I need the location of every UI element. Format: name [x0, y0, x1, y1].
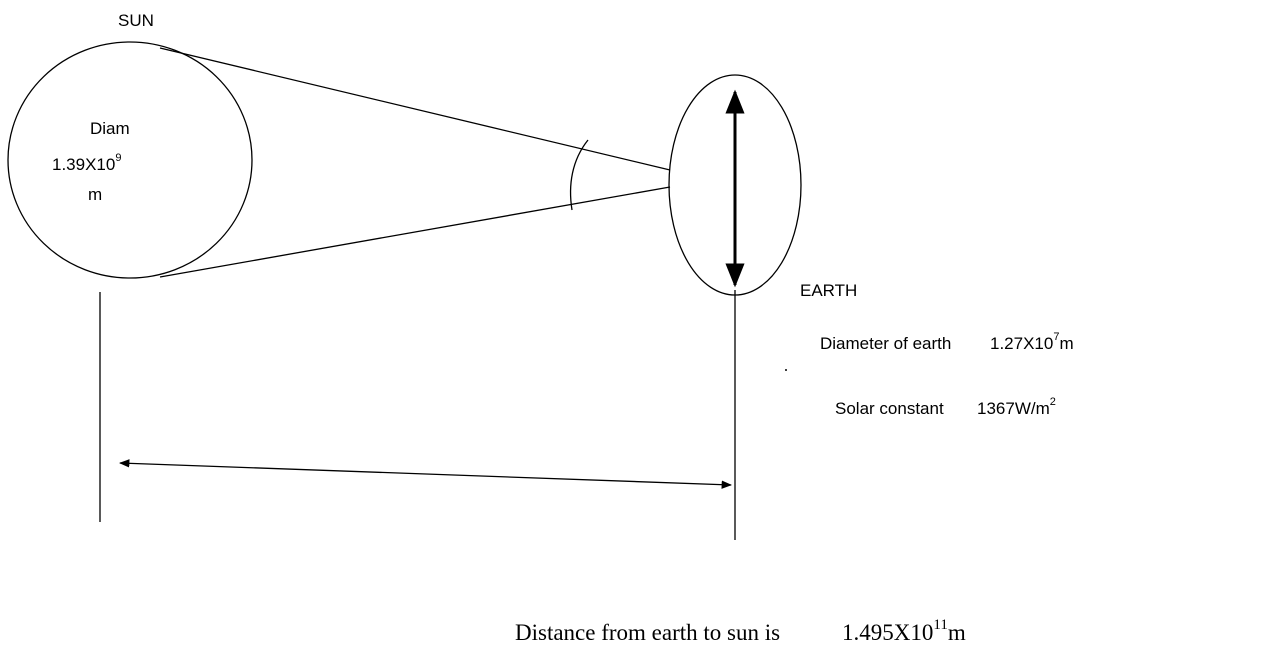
earth-label: EARTH: [800, 281, 857, 300]
sun-diameter-label: Diam: [90, 119, 130, 138]
exponent: 2: [1050, 396, 1056, 408]
base: 1.39X10: [52, 155, 115, 174]
exponent: 9: [115, 152, 121, 164]
sun-label: SUN: [118, 11, 154, 30]
exponent: 11: [933, 617, 947, 633]
unit: m: [948, 620, 966, 645]
base: 1.495X10: [842, 620, 933, 645]
distance-arrow: [118, 459, 733, 489]
exponent: 7: [1053, 331, 1059, 343]
dot: [785, 369, 787, 371]
sun-diameter-unit: m: [88, 185, 102, 204]
ray-top: [159, 47, 671, 171]
base: 1367W/m: [977, 399, 1050, 418]
unit: m: [1059, 334, 1073, 353]
base: 1.27X10: [990, 334, 1053, 353]
earth-diameter-label: Diameter of earth: [820, 334, 951, 353]
distance-value: 1.495X1011m: [842, 617, 966, 645]
angle-arc: [569, 139, 589, 211]
earth-diameter-value: 1.27X107m: [990, 331, 1074, 353]
ray-bottom: [159, 186, 671, 278]
solar-constant-value: 1367W/m2: [977, 396, 1056, 418]
solar-constant-label: Solar constant: [835, 399, 944, 418]
sun-circle: [7, 41, 253, 279]
distance-label: Distance from earth to sun is: [515, 620, 780, 645]
sun-diameter-value: 1.39X109: [52, 152, 121, 174]
